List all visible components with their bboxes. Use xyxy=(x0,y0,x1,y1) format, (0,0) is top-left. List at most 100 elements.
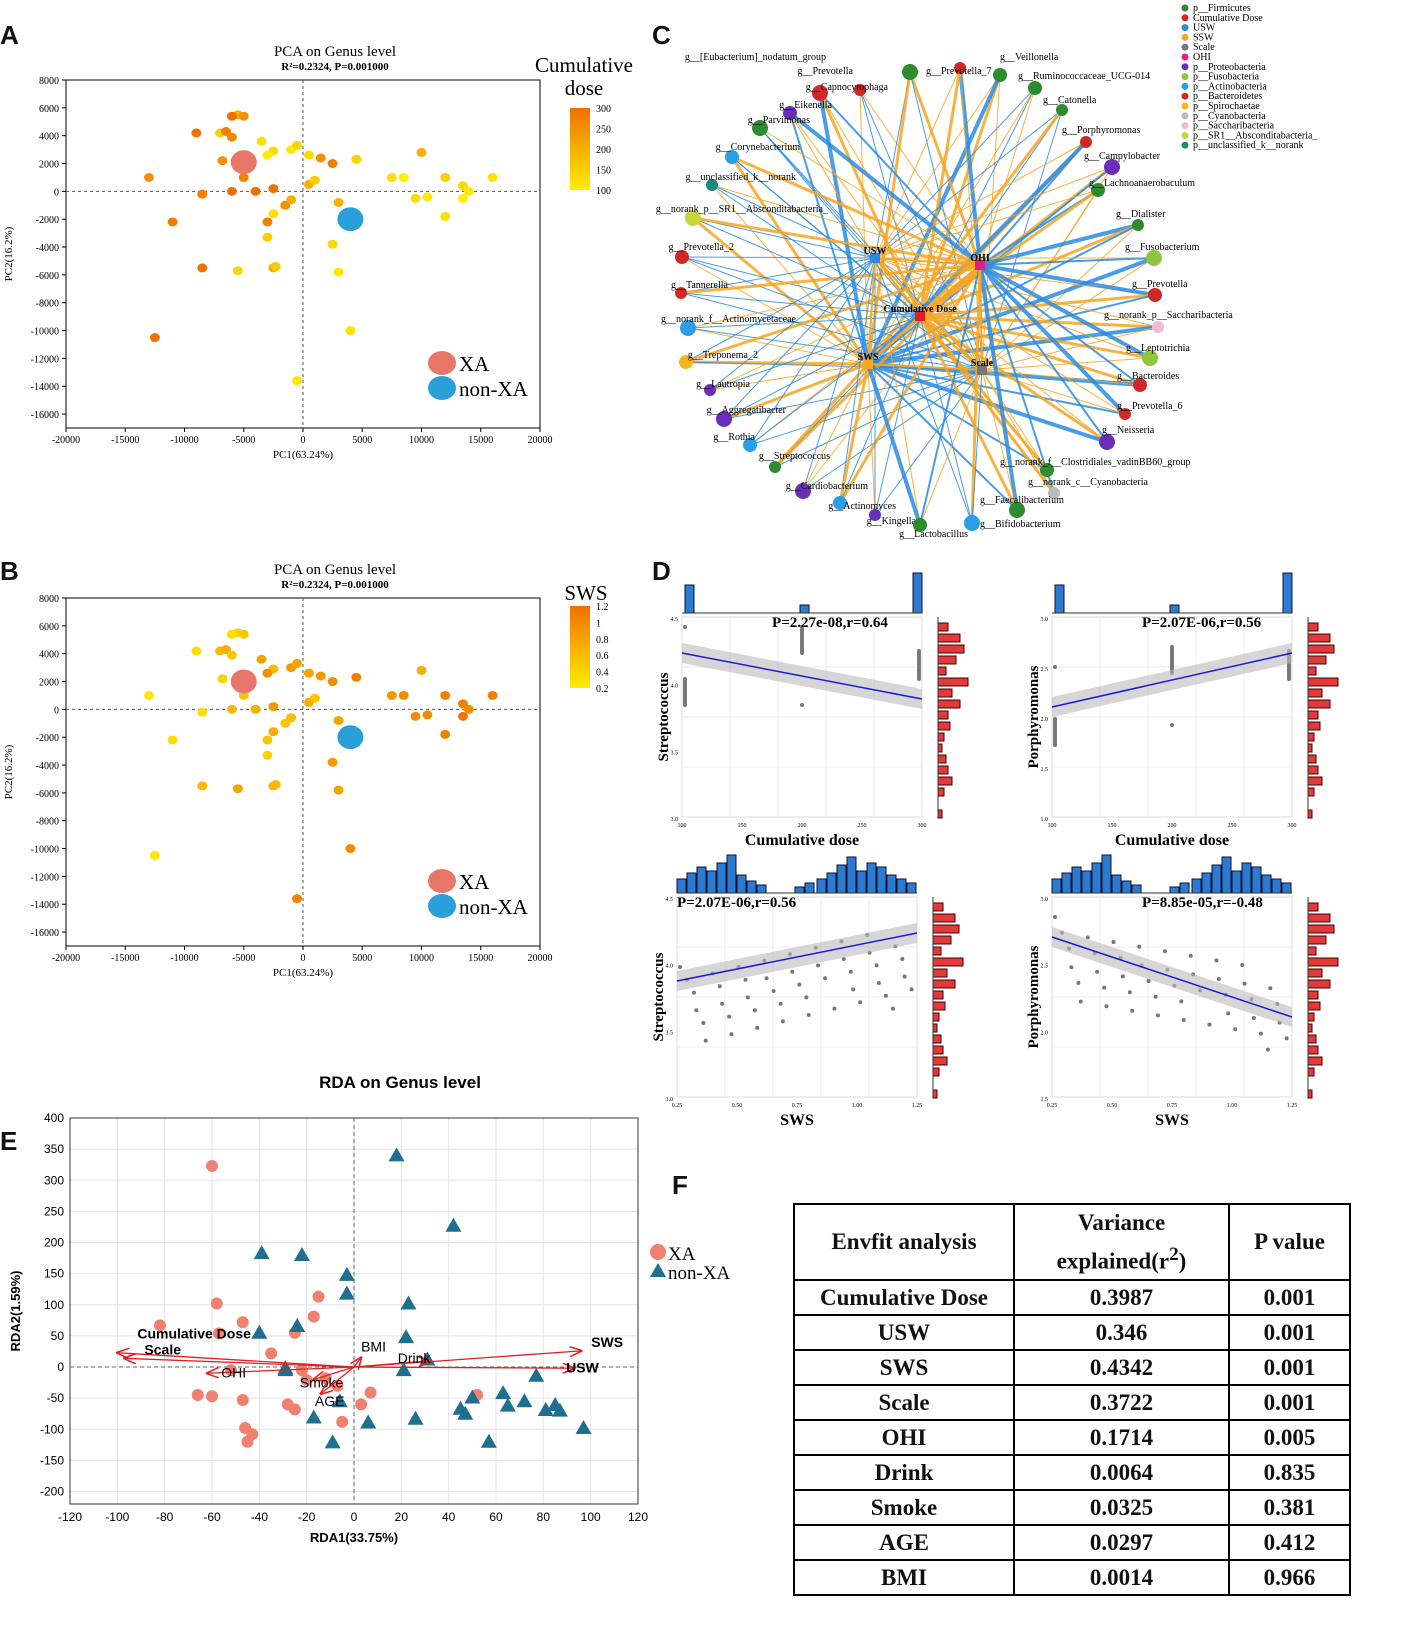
A-point xyxy=(268,184,279,194)
rda-point-xa xyxy=(224,1364,237,1377)
legend-label: p__Bacteroidetes xyxy=(1193,91,1263,102)
network-node xyxy=(1152,321,1164,333)
data-point xyxy=(1240,963,1245,967)
A-xtick-label: 10000 xyxy=(409,435,434,446)
B-xtick-label: -5000 xyxy=(232,953,255,964)
rda-point-nonxa xyxy=(395,1362,412,1377)
legend-label: p__Cyanobacteria xyxy=(1193,111,1266,122)
network-node-label: g__Campylobacter xyxy=(1084,151,1161,162)
top-hist-bar xyxy=(1231,870,1242,894)
network-edge xyxy=(867,257,876,365)
network-edge xyxy=(749,315,921,446)
network-edge xyxy=(749,264,981,446)
top-hist-bar xyxy=(756,884,767,894)
x-tick-label: 100 xyxy=(678,823,687,829)
data-point xyxy=(1153,994,1158,999)
A-centroid-nonxa xyxy=(337,207,364,232)
data-point xyxy=(1137,944,1142,949)
B-point xyxy=(487,690,498,700)
network-node xyxy=(869,509,881,521)
x-tick-label: 0.25 xyxy=(1047,1103,1058,1109)
row-r2: 0.0325 xyxy=(1013,1489,1230,1526)
network-node xyxy=(752,120,768,136)
x-tick-label: 0.75 xyxy=(1167,1103,1178,1109)
rda-point-nonxa xyxy=(537,1401,554,1416)
x-tick-label: 0.50 xyxy=(1107,1103,1118,1109)
B-ylabel: PC2(16.2%) xyxy=(3,744,15,799)
rda-point-xa xyxy=(210,1297,223,1310)
network-hub-label: OHI xyxy=(970,253,990,264)
B-point xyxy=(333,785,344,795)
legend-label: Cumulative Dose xyxy=(1193,13,1263,24)
A-point xyxy=(292,376,303,386)
A-ylabel: PC2(16.2%) xyxy=(3,226,15,281)
B-point xyxy=(197,707,208,717)
B-point xyxy=(226,650,237,660)
top-hist-bar xyxy=(1091,862,1102,894)
B-point xyxy=(143,690,154,700)
x-tick-label: 150 xyxy=(1108,823,1117,829)
network-edge xyxy=(687,264,981,329)
network-edge xyxy=(681,256,869,365)
A-ytick-label: 4000 xyxy=(39,132,59,143)
side-hist-bar xyxy=(1307,968,1323,978)
side-hist-bar xyxy=(1307,1067,1315,1077)
row-r2: 0.0064 xyxy=(1013,1454,1230,1491)
top-hist-bar xyxy=(1281,882,1292,894)
B-xtick-label: -20000 xyxy=(52,953,80,964)
rda-point-nonxa xyxy=(480,1433,497,1448)
B-point xyxy=(250,704,261,714)
B-ytick-label: -12000 xyxy=(31,872,59,883)
rda-point-xa xyxy=(307,1310,320,1323)
network-edge xyxy=(981,369,1018,511)
panel-letter-f: F xyxy=(672,1170,688,1200)
network-node-label: g__Prevotella xyxy=(1132,279,1188,290)
B-ytick-label: -14000 xyxy=(31,900,59,911)
correlation-annotation: P=2.27e-08,r=0.64 xyxy=(772,615,888,631)
table-row: Scale 0.3722 0.001 xyxy=(793,1384,1351,1421)
network-edge xyxy=(919,314,1159,329)
side-hist-bar xyxy=(937,699,961,709)
network-edge xyxy=(818,92,922,317)
network-node-label: g__Bacteroides xyxy=(1117,371,1179,382)
A-ytick-label: -8000 xyxy=(36,299,59,310)
row-name: Drink xyxy=(793,1454,1015,1491)
rda-point-xa xyxy=(191,1389,204,1402)
A-point xyxy=(386,172,397,182)
A-point xyxy=(197,189,208,199)
data-point xyxy=(780,1019,785,1024)
side-hist-bar xyxy=(932,990,944,1000)
network-edge xyxy=(919,223,1139,318)
side-hist-bar xyxy=(1307,677,1339,687)
B-xtick-label: -15000 xyxy=(111,953,139,964)
y-axis-label: Streptococcus xyxy=(651,952,667,1041)
rda-point-xa xyxy=(336,1415,349,1428)
rda-point-xa xyxy=(153,1319,166,1332)
top-hist-bar xyxy=(1061,872,1072,894)
x-tick-label: 200 xyxy=(798,823,807,829)
network-node-label: g__Faecalibacterium xyxy=(980,495,1064,506)
A-point xyxy=(268,209,279,219)
network-edge xyxy=(979,257,1155,266)
data-point xyxy=(1053,665,1057,669)
top-hist-bar xyxy=(804,882,815,894)
top-hist-bar xyxy=(696,866,707,894)
side-hist-bar xyxy=(932,979,956,989)
data-point xyxy=(701,1021,706,1025)
rda-arrow xyxy=(354,1358,361,1367)
network-edge xyxy=(681,256,921,317)
network-node-label: g__Prevotella xyxy=(797,66,853,77)
rda-point-nonxa xyxy=(407,1410,424,1425)
side-hist-bar xyxy=(1307,765,1319,775)
network-node xyxy=(913,518,927,532)
network-edge xyxy=(958,67,982,266)
rda-point-nonxa xyxy=(551,1402,568,1417)
data-point xyxy=(1104,1004,1109,1009)
network-edge xyxy=(759,127,981,266)
A-point xyxy=(226,186,237,196)
A-point xyxy=(250,186,261,196)
network-edge xyxy=(730,156,870,365)
top-hist-bar xyxy=(906,882,917,894)
network-edge xyxy=(867,224,1139,365)
rda-point-xa xyxy=(241,1435,254,1448)
